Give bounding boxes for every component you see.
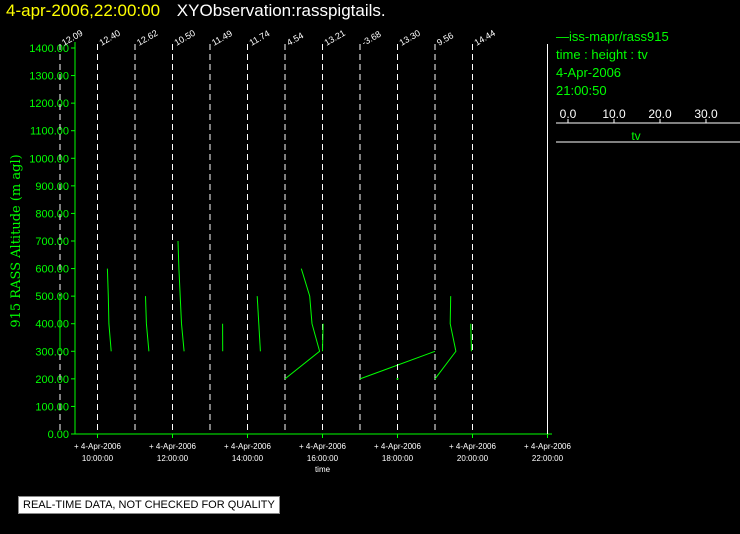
title-observation: XYObservation:rasspigtails. xyxy=(176,1,386,20)
y-tick-label: 400.00 xyxy=(35,319,69,331)
x-axis-label: time xyxy=(315,465,331,474)
tv-scale-tick-label: 30.0 xyxy=(694,107,718,121)
legend-series: —iss-mapr/rass915 xyxy=(556,29,669,44)
tv-scale-label: tv xyxy=(631,129,640,143)
x-tick-date: + 4-Apr-2006 xyxy=(74,442,121,451)
x-tick-date: + 4-Apr-2006 xyxy=(524,442,571,451)
y-tick-label: 700.00 xyxy=(35,236,69,248)
x-tick-time: 16:00:00 xyxy=(307,454,339,463)
y-tick-label: 1400.00 xyxy=(29,43,69,55)
legend-variables: time : height : tv xyxy=(556,47,648,62)
x-tick-date: + 4-Apr-2006 xyxy=(149,442,196,451)
x-tick-time: 10:00:00 xyxy=(82,454,114,463)
y-tick-label: 800.00 xyxy=(35,208,69,220)
profile-label: 14.44 xyxy=(473,28,498,48)
x-tick-date: + 4-Apr-2006 xyxy=(224,442,271,451)
profile-label: 12.62 xyxy=(135,28,160,48)
profile-label: 13.30 xyxy=(398,28,423,48)
profile-point xyxy=(396,377,399,380)
profile-label: 4.54 xyxy=(285,30,305,47)
y-axis-label: 915 RASS Altitude (m agl) xyxy=(9,154,24,327)
tv-scale-tick-label: 10.0 xyxy=(602,107,626,121)
profile-label: 12.09 xyxy=(60,28,85,48)
y-tick-label: 300.00 xyxy=(35,346,69,358)
y-tick-label: 1000.00 xyxy=(29,153,69,165)
x-tick-time: 20:00:00 xyxy=(457,454,489,463)
profile-label: 10.50 xyxy=(173,28,198,48)
profile-line xyxy=(434,296,457,380)
chart-title: 4-apr-2006,22:00:00 XYObservation:rasspi… xyxy=(6,1,386,21)
profile-label: 11.49 xyxy=(210,28,234,48)
profile-label: 12.40 xyxy=(98,28,123,48)
legend: —iss-mapr/rass915 time : height : tv 4-A… xyxy=(556,28,740,100)
profile-label: 11.74 xyxy=(248,28,272,48)
x-tick-time: 12:00:00 xyxy=(157,454,189,463)
tv-scale: 0.0 10.0 20.0 30.0 tv xyxy=(556,107,740,143)
profile-label: 9.56 xyxy=(435,30,455,47)
profile-line xyxy=(322,323,324,352)
x-tick-date: + 4-Apr-2006 xyxy=(449,442,496,451)
y-tick-label: 100.00 xyxy=(35,401,69,413)
y-tick-label: 1200.00 xyxy=(29,98,69,110)
x-tick-date: + 4-Apr-2006 xyxy=(299,442,346,451)
profile-label: -3.68 xyxy=(360,29,383,48)
tv-scale-tick-label: 20.0 xyxy=(648,107,672,121)
quality-note: REAL-TIME DATA, NOT CHECKED FOR QUALITY xyxy=(18,496,280,514)
profile-line xyxy=(145,296,150,352)
profile-line xyxy=(177,240,185,352)
y-tick-label: 500.00 xyxy=(35,291,69,303)
y-tick-label: 600.00 xyxy=(35,264,69,276)
y-tick-label: 900.00 xyxy=(35,181,69,193)
x-tick-time: 14:00:00 xyxy=(232,454,264,463)
legend-time: 21:00:50 xyxy=(556,83,607,98)
x-tick-time: 22:00:00 xyxy=(532,454,564,463)
y-tick-label: 1300.00 xyxy=(29,71,69,83)
y-tick-label: 200.00 xyxy=(35,374,69,386)
title-datetime: 4-apr-2006,22:00:00 xyxy=(6,1,161,20)
profile-label: 13.21 xyxy=(323,28,348,48)
profile-line xyxy=(470,323,472,352)
profile-line xyxy=(256,296,261,352)
x-tick-time: 18:00:00 xyxy=(382,454,414,463)
y-tick-label: 0.00 xyxy=(48,429,69,441)
y-tick-label: 1100.00 xyxy=(30,126,69,138)
tv-scale-tick-label: 0.0 xyxy=(560,107,577,121)
profile-line xyxy=(284,268,321,380)
x-tick-date: + 4-Apr-2006 xyxy=(374,442,421,451)
profile-line xyxy=(106,268,112,352)
legend-date: 4-Apr-2006 xyxy=(556,65,622,80)
